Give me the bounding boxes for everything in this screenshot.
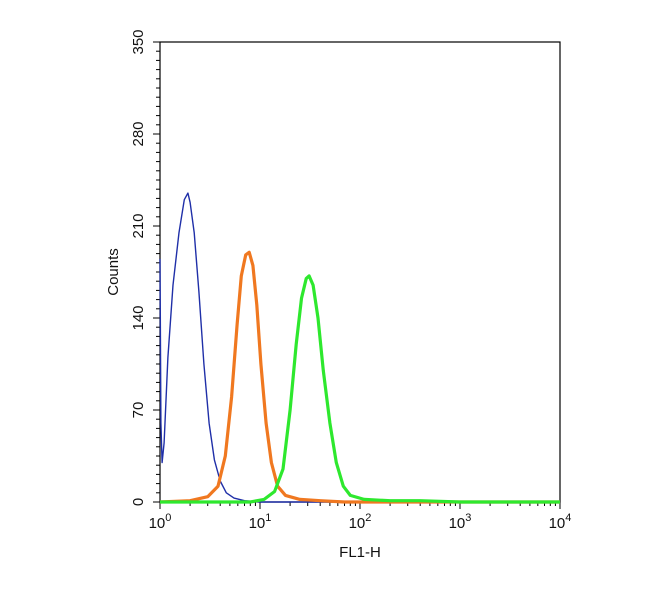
y-tick-labels: 0 70 140 210 280 350 — [130, 29, 147, 506]
x-tick-labels: 100 101 102 103 104 — [149, 512, 572, 532]
y-minor-ticks — [153, 41, 160, 503]
series-line-1 — [159, 192, 560, 503]
y-tick-label: 0 — [130, 498, 147, 506]
y-tick-label: 280 — [130, 121, 147, 146]
series-layer — [159, 192, 560, 504]
series-line-2 — [159, 250, 560, 504]
y-axis-label: Counts — [105, 248, 122, 296]
y-tick-label: 350 — [130, 29, 147, 54]
x-tick-label: 100 — [149, 512, 172, 532]
y-tick-label: 210 — [130, 213, 147, 238]
x-tick-label: 103 — [449, 512, 472, 532]
y-tick-label: 70 — [130, 402, 147, 419]
x-tick-label: 101 — [249, 512, 272, 532]
series-line-3 — [160, 274, 560, 504]
y-tick-label: 140 — [130, 305, 147, 330]
x-tick-label: 104 — [549, 512, 572, 532]
x-tick-label: 102 — [349, 512, 372, 532]
plot-frame — [159, 41, 561, 503]
x-axis-label: FL1-H — [339, 544, 381, 561]
